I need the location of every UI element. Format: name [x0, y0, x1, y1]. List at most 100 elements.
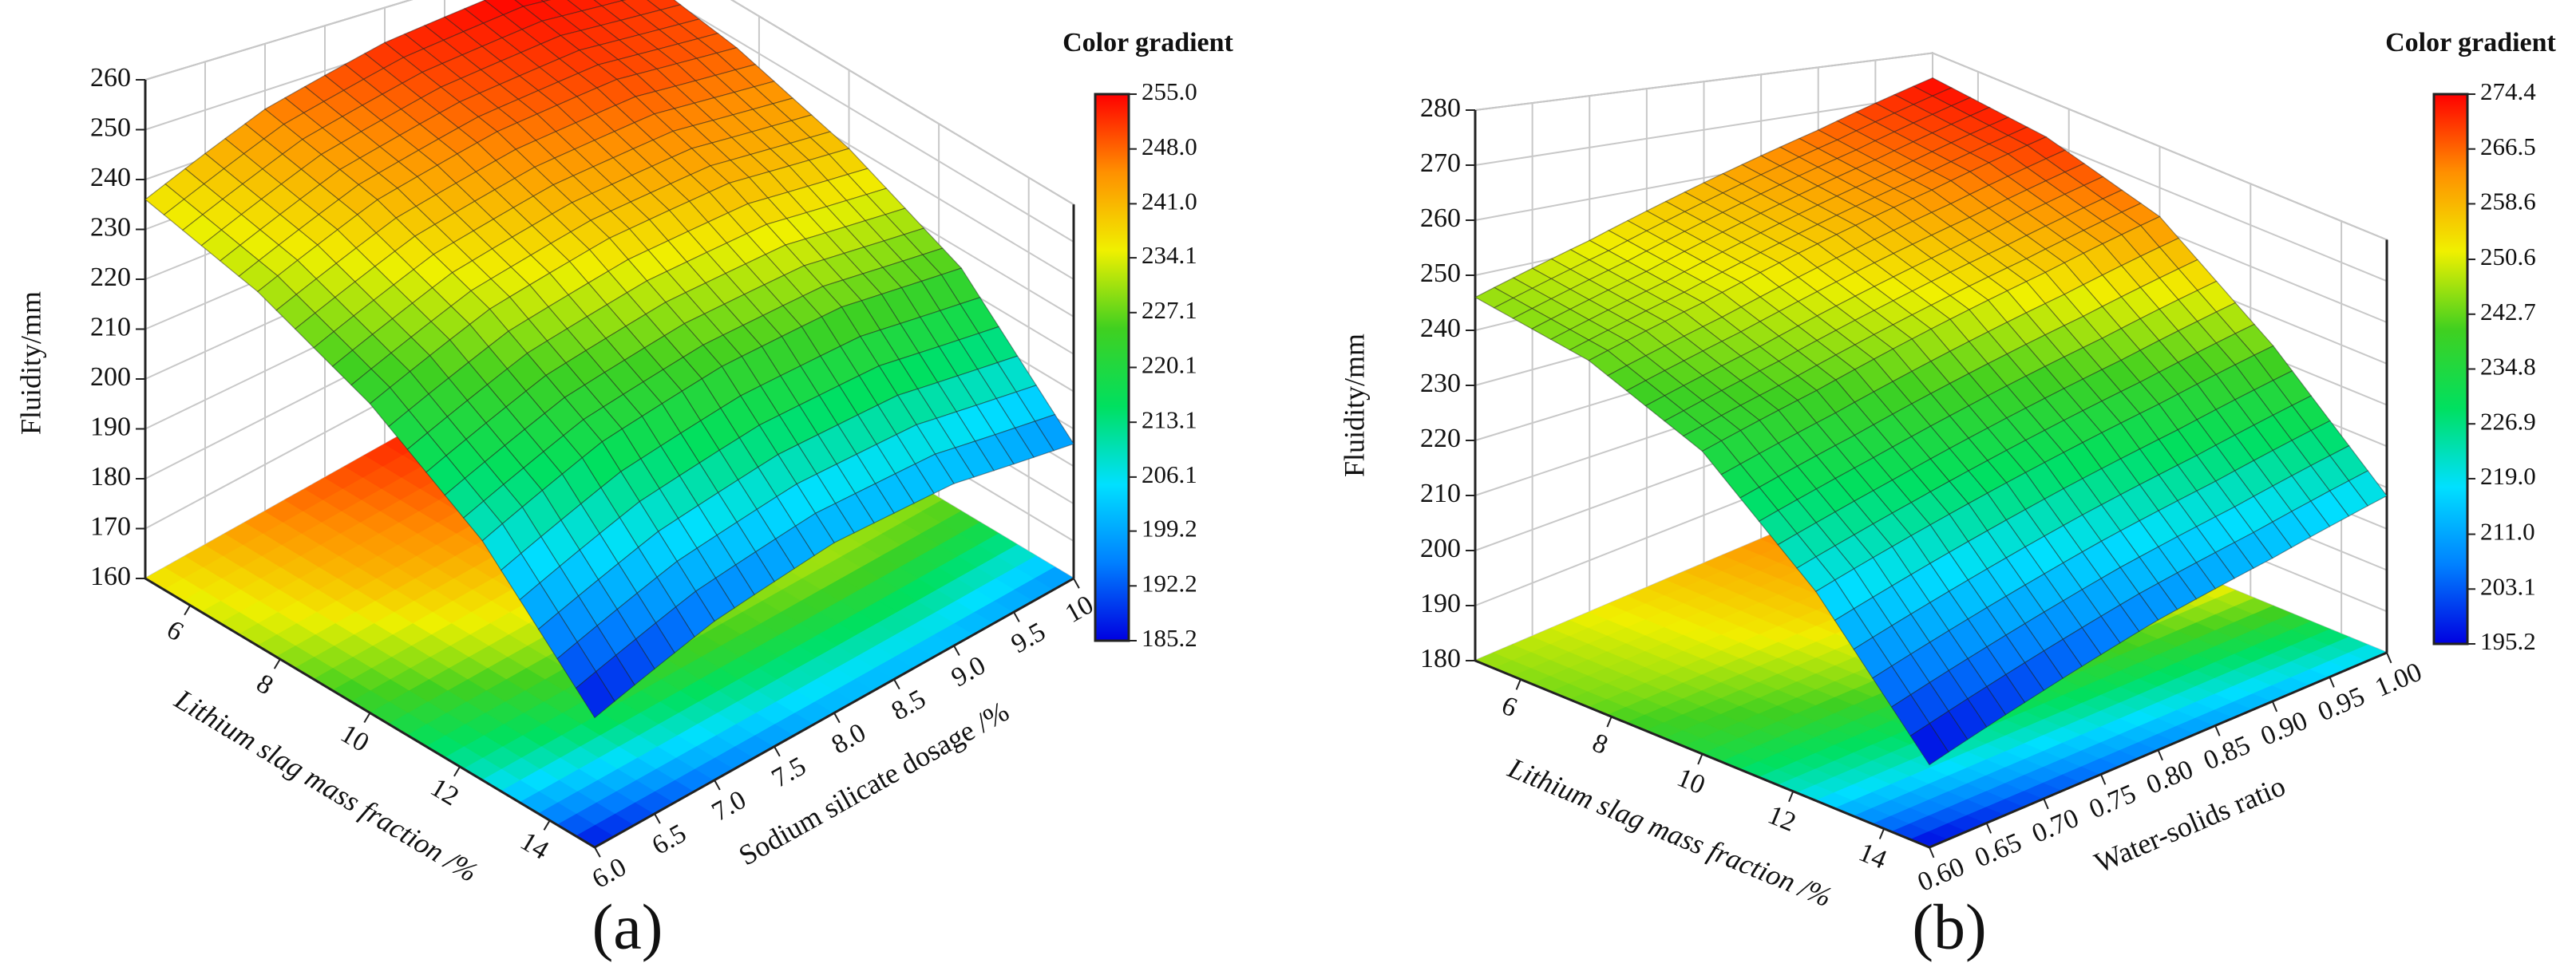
- x-tick: [1878, 828, 1886, 839]
- z-tick-label: 260: [1420, 203, 1461, 233]
- surface-patch: [2253, 521, 2293, 559]
- z-tick-label: 210: [1420, 479, 1461, 508]
- x-tick: [273, 658, 281, 669]
- colorbar: [1094, 93, 1130, 642]
- surface-patch: [619, 0, 627, 2]
- x-tick: [1788, 791, 1794, 803]
- colorbar-tick-label: 266.5: [2480, 132, 2536, 160]
- z-tick-label: 220: [90, 263, 131, 292]
- z-tick-label: 230: [90, 212, 131, 242]
- y-tick: [2214, 725, 2221, 736]
- z-tick-label: 250: [1420, 259, 1461, 288]
- surface-patch: [2081, 615, 2121, 656]
- y-tick: [2386, 652, 2392, 664]
- surface-patch: [774, 525, 815, 570]
- grid-line: [144, 0, 1074, 206]
- colorbar-tick-label: 255.0: [1142, 77, 1197, 105]
- colorbar-tick-label: 242.7: [2480, 298, 2536, 326]
- colorbar-tick-label: 185.2: [1142, 624, 1197, 652]
- colorbar-tick-label: 226.9: [2480, 407, 2536, 435]
- colorbar-tick-label: 199.2: [1142, 515, 1197, 543]
- surface-patch: [794, 512, 835, 557]
- y-tick: [2099, 774, 2107, 785]
- surface-patch: [655, 606, 695, 654]
- y-tick: [2043, 798, 2049, 810]
- y-tick: [833, 713, 841, 724]
- z-tick-label: 200: [1420, 534, 1461, 563]
- z-axis-title: Fluidity/mm: [14, 291, 46, 435]
- surface-patch: [575, 670, 615, 719]
- surface-patch: [635, 622, 675, 670]
- colorbar-title: Color gradient: [1062, 28, 1233, 57]
- x-tick: [363, 712, 371, 724]
- y-tick: [893, 678, 900, 690]
- z-tick-label: 170: [90, 511, 131, 541]
- surface-patch: [1909, 722, 1949, 766]
- surface-patch: [675, 590, 715, 638]
- surface-patch: [754, 538, 795, 582]
- z-tick-label: 240: [1420, 314, 1461, 343]
- z-tick-label: 230: [1420, 369, 1461, 398]
- surface-patch: [2062, 626, 2102, 668]
- colorbar-tick-label: 227.1: [1142, 296, 1197, 324]
- surface-patch: [2309, 490, 2350, 527]
- panel-label: (a): [592, 892, 663, 962]
- y-tick: [953, 645, 960, 656]
- x-tick: [1515, 679, 1521, 690]
- surface-patch: [714, 564, 755, 609]
- y-tick: [1073, 578, 1080, 589]
- z-tick-label: 180: [90, 462, 131, 491]
- colorbar-tick-label: 192.2: [1142, 569, 1197, 597]
- y-tick: [2329, 677, 2335, 688]
- surface-patch: [595, 654, 635, 702]
- z-tick-label: 270: [1420, 148, 1461, 178]
- z-tick-label: 260: [90, 63, 131, 93]
- colorbar-title: Color gradient: [2385, 28, 2556, 57]
- x-tick: [543, 819, 551, 831]
- surface-patch: [1929, 710, 1969, 753]
- y-tick: [1985, 823, 1992, 834]
- colorbar-tick-label: 220.1: [1142, 351, 1197, 379]
- x-tick: [184, 605, 192, 616]
- colorbar-tick-label: 241.0: [1142, 188, 1197, 215]
- y-tick: [714, 780, 721, 791]
- z-tick-label: 160: [90, 562, 131, 591]
- surface-patch: [2176, 562, 2216, 600]
- surface-patch: [2138, 582, 2178, 621]
- z-tick-label: 180: [1420, 644, 1461, 673]
- y-tick: [594, 847, 601, 858]
- colorbar-tick-label: 234.1: [1142, 241, 1197, 269]
- grid-line: [144, 0, 1074, 243]
- colorbar-tick-label: 219.0: [2480, 462, 2536, 490]
- x-tick: [1606, 716, 1612, 728]
- surface-patch: [2157, 572, 2198, 610]
- surface-patch: [734, 551, 775, 596]
- colorbar-tick-label: 274.4: [2480, 77, 2536, 105]
- surface-patch: [694, 577, 735, 622]
- z-axis-title: Fluidity/mm: [1338, 334, 1370, 477]
- x-tick: [1697, 753, 1703, 765]
- colorbar: [2432, 93, 2469, 645]
- z-tick-label: 240: [90, 163, 131, 192]
- z-tick-label: 190: [1420, 589, 1461, 618]
- colorbar-tick-label: 211.0: [2480, 518, 2535, 546]
- z-tick-label: 190: [90, 412, 131, 441]
- surface-patch: [2004, 661, 2045, 704]
- z-tick-label: 250: [90, 113, 131, 142]
- y-tick: [1929, 847, 1935, 859]
- surface-patch: [2214, 542, 2254, 579]
- z-tick-label: 210: [90, 312, 131, 341]
- surface-patch: [2290, 500, 2331, 538]
- x-tick: [453, 766, 461, 777]
- z-tick-label: 200: [90, 362, 131, 392]
- y-tick: [1013, 611, 1020, 622]
- colorbar-tick-label: 250.6: [2480, 243, 2536, 270]
- colorbar-tick-label: 203.1: [2480, 572, 2536, 600]
- colorbar-tick-label: 213.1: [1142, 405, 1197, 433]
- surface-patch: [615, 638, 655, 686]
- y-tick: [2157, 749, 2163, 761]
- colorbar-tick-label: 195.2: [2480, 627, 2536, 655]
- colorbar-tick-label: 206.1: [1142, 460, 1197, 488]
